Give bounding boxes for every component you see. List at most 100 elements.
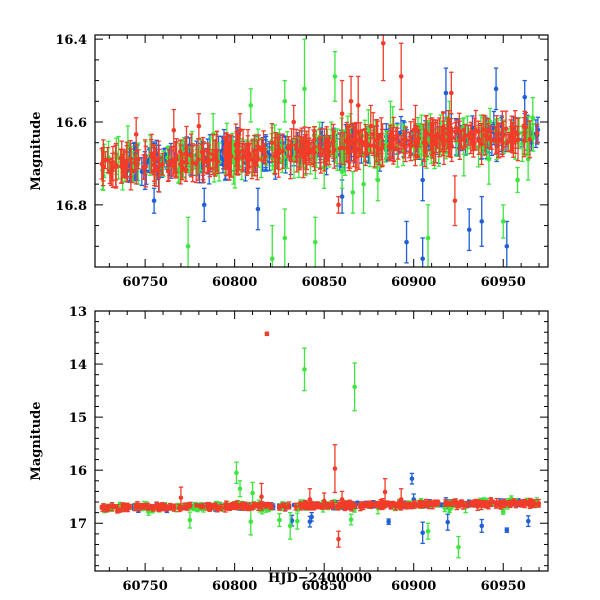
red-point — [111, 503, 117, 509]
x-tick-label: 60950 — [481, 579, 526, 594]
green-outlier-point — [237, 480, 243, 498]
red-point — [147, 504, 152, 510]
red-outlier-point — [348, 75, 354, 127]
red-point — [286, 501, 292, 510]
red-point — [478, 501, 484, 511]
red-point — [317, 128, 323, 170]
red-outlier-point — [336, 530, 341, 548]
green-outlier-point — [312, 216, 318, 267]
green-outlier-point — [447, 506, 452, 514]
red-outlier-point — [452, 175, 458, 227]
red-point — [215, 506, 220, 513]
red-point — [408, 135, 414, 156]
red-outlier-point — [321, 492, 327, 510]
red-point — [454, 501, 460, 508]
red-point — [222, 138, 228, 170]
red-outlier-point — [398, 42, 404, 111]
y-tick-label: 16 — [69, 464, 87, 479]
red-outlier-point — [336, 195, 341, 214]
axes-frame — [94, 310, 549, 572]
x-tick-label: 60900 — [391, 579, 436, 594]
red-point — [113, 144, 118, 189]
red-point — [510, 126, 516, 158]
red-outlier-point — [332, 444, 338, 494]
red-point — [485, 118, 491, 142]
x-tick-label: 60850 — [302, 275, 347, 290]
red-point — [301, 136, 306, 179]
red-outlier-point — [368, 104, 374, 148]
red-point — [210, 133, 216, 176]
red-outlier-point — [339, 490, 345, 508]
green-outlier-point — [185, 216, 191, 267]
red-point — [255, 503, 260, 508]
red-point — [303, 502, 308, 511]
red-point — [225, 503, 231, 511]
red-outlier-point — [382, 478, 388, 506]
red-point — [482, 115, 488, 156]
red-point — [331, 123, 336, 160]
red-point — [183, 137, 188, 171]
y-tick-label: 15 — [69, 411, 87, 426]
red-point — [453, 122, 458, 142]
red-point — [306, 126, 312, 161]
red-point — [125, 503, 130, 510]
blue-outlier-point — [493, 67, 499, 111]
red-point — [425, 501, 431, 506]
red-outlier-point — [307, 488, 313, 511]
blue-outlier-point — [445, 513, 451, 531]
red-point — [99, 505, 105, 510]
red-point — [431, 122, 436, 167]
red-outlier-point — [259, 482, 264, 511]
red-point — [110, 145, 116, 188]
red-point — [479, 123, 484, 166]
green-outlier-point — [515, 166, 520, 194]
red-point — [311, 129, 316, 168]
red-point — [178, 144, 184, 185]
red-point — [149, 138, 154, 174]
red-point — [386, 132, 392, 161]
red-point — [218, 503, 224, 512]
green-outlier-point — [425, 522, 431, 540]
red-point — [329, 500, 335, 510]
red-point — [312, 501, 317, 509]
red-point — [167, 502, 173, 511]
y-tick-label: 14 — [69, 358, 87, 373]
red-point — [156, 148, 162, 193]
blue-outlier-point — [479, 518, 485, 533]
green-outlier-point — [332, 50, 338, 102]
red-point — [277, 504, 283, 509]
red-point — [269, 123, 275, 163]
red-point — [440, 111, 446, 144]
red-point — [432, 499, 438, 506]
green-outlier-point — [282, 79, 288, 123]
red-outlier-point — [398, 488, 404, 511]
red-point — [273, 131, 278, 175]
red-point — [202, 149, 208, 174]
top-panel: 60750 60800 60850 60900 60950 16.4 16.6 16.8 Mag… — [29, 33, 549, 290]
red-point — [505, 131, 511, 153]
x-axis-label: HJD−2400000 — [268, 571, 372, 586]
red-point — [233, 504, 239, 511]
red-point — [471, 500, 476, 507]
x-tick-label: 60750 — [123, 275, 168, 290]
green-outlier-point — [277, 513, 282, 528]
red-point — [420, 501, 426, 508]
red-point — [141, 154, 146, 180]
blue-outlier-point — [420, 237, 425, 267]
green-outlier-point — [269, 224, 275, 267]
plot-area — [99, 331, 541, 559]
red-point — [468, 124, 474, 155]
red-point — [457, 120, 463, 161]
red-point — [377, 500, 382, 510]
red-point — [275, 144, 280, 164]
red-outlier-point — [264, 331, 270, 337]
green-outlier-point — [248, 507, 254, 536]
red-point — [118, 148, 124, 184]
red-outlier-point — [413, 104, 418, 156]
blue-outlier-point — [386, 518, 391, 525]
red-point — [366, 501, 372, 507]
x-tick-label: 60900 — [391, 275, 436, 290]
red-point — [443, 499, 448, 507]
red-point — [207, 160, 213, 178]
blue-outlier-point — [526, 515, 531, 528]
